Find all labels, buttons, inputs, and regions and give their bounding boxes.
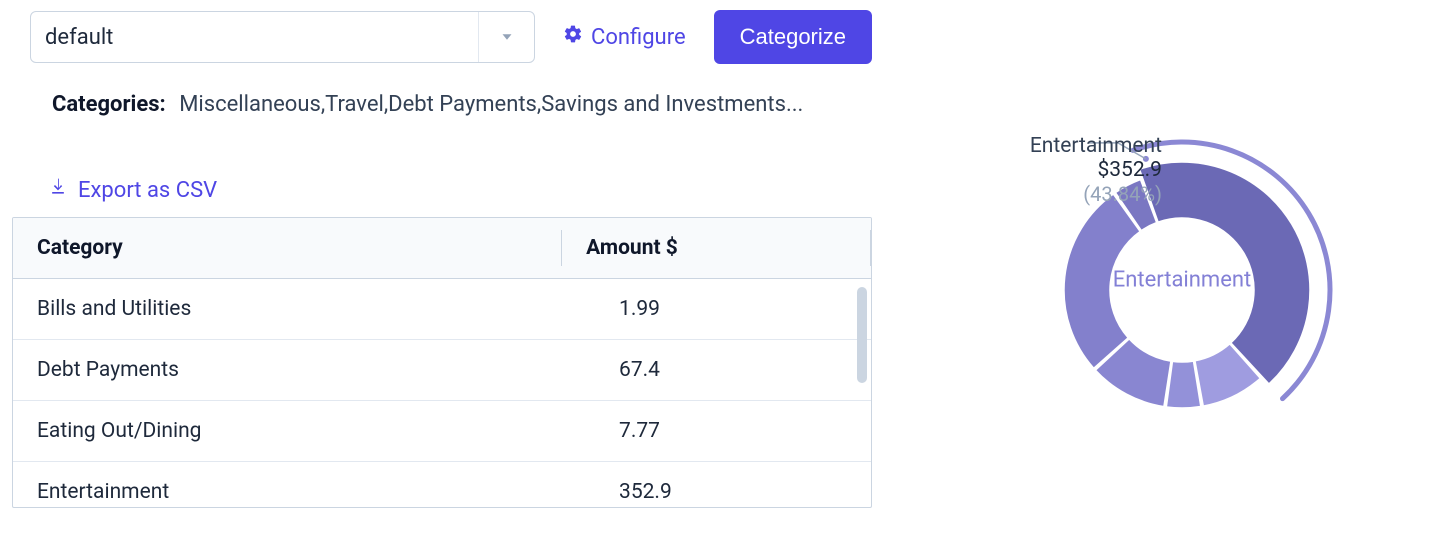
- cell-amount: 1.99: [595, 279, 871, 340]
- callout-category: Entertainment: [962, 134, 1162, 158]
- chart-callout: Entertainment $352.9 (43.84%): [962, 134, 1162, 206]
- donut-center-label: Entertainment: [1113, 268, 1251, 293]
- column-header-amount[interactable]: Amount $: [562, 218, 871, 279]
- cell-amount: 67.4: [595, 340, 871, 401]
- profile-select[interactable]: default: [30, 11, 535, 63]
- column-header-category[interactable]: Category: [13, 218, 562, 279]
- export-csv-button[interactable]: Export as CSV: [48, 177, 217, 203]
- download-icon: [48, 177, 68, 203]
- callout-percent: (43.84%): [962, 182, 1162, 206]
- categorize-label: Categorize: [740, 24, 846, 49]
- table-row[interactable]: Eating Out/Dining7.77: [13, 401, 871, 462]
- categories-summary: Categories: Miscellaneous,Travel,Debt Pa…: [52, 92, 872, 117]
- cell-category: Eating Out/Dining: [13, 401, 595, 462]
- scrollbar-thumb[interactable]: [857, 287, 867, 383]
- chevron-down-icon[interactable]: [478, 12, 534, 62]
- table-row[interactable]: Debt Payments67.4: [13, 340, 871, 401]
- table-row[interactable]: Entertainment352.9: [13, 462, 871, 508]
- table-row[interactable]: Bills and Utilities1.99: [13, 279, 871, 340]
- export-csv-label: Export as CSV: [78, 178, 217, 203]
- category-donut-chart: Entertainment $352.9 (43.84%) Entertainm…: [1022, 120, 1342, 440]
- cell-amount: 352.9: [595, 462, 871, 508]
- categories-values: Miscellaneous,Travel,Debt Payments,Savin…: [179, 92, 803, 117]
- profile-select-value: default: [45, 25, 113, 50]
- cell-category: Entertainment: [13, 462, 595, 508]
- callout-amount: $352.9: [962, 158, 1162, 182]
- column-divider: [870, 230, 871, 266]
- cell-category: Debt Payments: [13, 340, 595, 401]
- categorize-button[interactable]: Categorize: [714, 10, 872, 64]
- gear-icon: [563, 24, 583, 50]
- cell-category: Bills and Utilities: [13, 279, 595, 340]
- configure-button[interactable]: Configure: [563, 24, 686, 50]
- categories-label: Categories:: [52, 92, 166, 117]
- category-table: Category Amount $ Bills and Utilities1.9…: [12, 217, 872, 508]
- cell-amount: 7.77: [595, 401, 871, 462]
- configure-label: Configure: [591, 25, 686, 50]
